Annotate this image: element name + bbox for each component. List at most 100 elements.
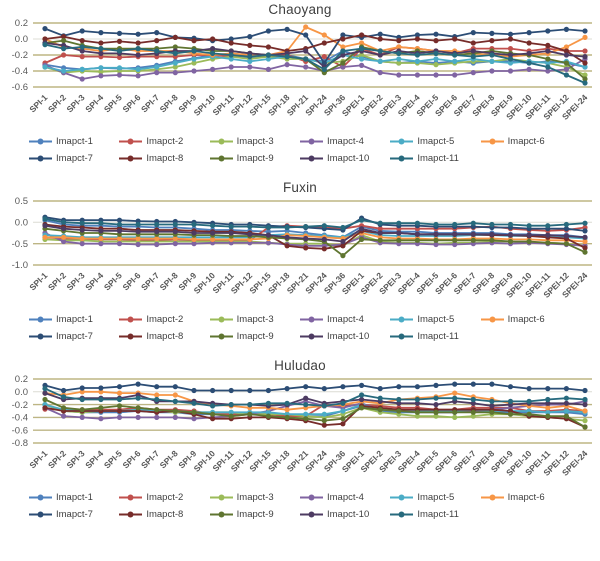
- data-point: [470, 400, 476, 406]
- data-point: [79, 220, 85, 226]
- data-point: [582, 424, 588, 430]
- data-point: [470, 54, 476, 60]
- legend-item-imapct-9: Imapct-9: [209, 151, 299, 165]
- data-point: [154, 235, 160, 242]
- data-point: [433, 231, 439, 237]
- data-point: [79, 44, 85, 50]
- data-point: [396, 230, 402, 236]
- chart-block-huludao: Huludao 0.2 0.0 -0.2 -0.4 -0.6 -0.8 SPI-1 SPI-2…: [0, 358, 600, 521]
- data-point: [210, 46, 216, 52]
- data-point: [135, 414, 141, 420]
- data-point: [396, 44, 402, 50]
- x-tick-label: SPI-8: [158, 448, 180, 470]
- legend-marker-icon: [390, 138, 414, 144]
- data-point: [396, 72, 402, 78]
- data-point: [79, 241, 85, 247]
- fuxin-chart-svg: 0.50.0-0.5-1.0SPI-1SPI-2SPI-3SPI-4SPI-5S…: [12, 196, 592, 300]
- data-point: [414, 231, 420, 237]
- data-point: [61, 234, 67, 240]
- legend-marker-icon: [209, 138, 233, 144]
- data-point: [489, 30, 495, 36]
- y-axis-labels: 0.2 0.0 -0.2 -0.4-0.6 -0.8: [12, 374, 28, 449]
- legend-item-imapct-11: Imapct-11: [389, 151, 479, 165]
- data-point: [79, 396, 85, 403]
- legend-label: Imapct-11: [417, 330, 459, 342]
- legend-item-imapct-5: Imapct-5: [389, 490, 479, 504]
- data-point: [433, 382, 439, 388]
- data-point: [582, 249, 588, 255]
- x-tick-label: SPI-1: [27, 270, 49, 292]
- data-point: [154, 396, 160, 403]
- data-point: [377, 36, 383, 42]
- legend-marker-icon: [29, 138, 52, 144]
- x-tick-label: SPI-3: [65, 448, 87, 470]
- data-point: [582, 28, 588, 34]
- data-point: [563, 226, 570, 232]
- data-point: [321, 60, 327, 66]
- data-point: [545, 396, 551, 403]
- data-point: [61, 413, 67, 419]
- data-point: [545, 223, 551, 229]
- legend-item-imapct-10: Imapct-10: [299, 151, 389, 165]
- legend-marker-icon: [300, 155, 323, 161]
- data-point: [359, 217, 365, 223]
- data-point: [452, 414, 458, 420]
- chart-title-fuxin: Fuxin: [282, 180, 317, 195]
- data-point: [79, 227, 85, 233]
- data-point: [116, 414, 123, 420]
- data-point: [303, 24, 309, 30]
- data-point: [191, 416, 197, 422]
- data-point: [414, 413, 420, 419]
- data-point: [377, 407, 383, 413]
- data-point: [135, 405, 141, 411]
- data-point: [98, 40, 104, 46]
- data-point: [247, 42, 253, 48]
- data-point: [582, 408, 588, 414]
- data-point: [61, 38, 67, 44]
- data-point: [377, 230, 383, 236]
- data-point: [154, 30, 160, 36]
- y-tick-label: 0.0: [15, 34, 28, 45]
- data-point: [545, 409, 551, 415]
- data-point: [377, 395, 383, 401]
- data-point: [228, 56, 234, 62]
- data-point: [98, 220, 104, 226]
- data-point: [135, 66, 141, 72]
- data-point: [507, 238, 514, 245]
- data-point: [61, 219, 67, 225]
- x-tick-label: SPI-6: [120, 448, 142, 470]
- data-point: [321, 40, 327, 46]
- data-point: [321, 246, 327, 252]
- legend-item-imapct-10: Imapct-10: [299, 507, 389, 521]
- data-point: [98, 50, 104, 57]
- data-point: [61, 34, 67, 40]
- data-point: [340, 60, 346, 66]
- data-point: [79, 235, 85, 242]
- data-point: [414, 400, 420, 406]
- legend-marker-icon: [209, 316, 233, 322]
- data-point: [284, 54, 290, 60]
- data-point: [172, 50, 178, 57]
- data-point: [303, 402, 309, 408]
- data-point: [116, 72, 123, 78]
- data-point: [359, 405, 365, 411]
- data-point: [79, 385, 85, 391]
- data-point: [172, 60, 178, 66]
- data-point: [116, 65, 123, 71]
- data-point: [507, 68, 514, 74]
- data-point: [582, 64, 588, 70]
- huludao-legend: Imapct-1 Imapct-2 Imapct-3 Imapct-4 Imapct-5…: [0, 488, 600, 521]
- data-point: [452, 241, 458, 248]
- data-point: [433, 56, 439, 62]
- data-point: [377, 52, 383, 58]
- x-tick-label: SPI-5: [102, 448, 124, 470]
- data-point: [228, 402, 234, 408]
- data-point: [563, 52, 570, 58]
- data-point: [265, 66, 271, 72]
- data-point: [507, 221, 514, 228]
- data-point: [582, 245, 588, 251]
- legend-label: Imapct-2: [146, 135, 184, 147]
- data-point: [452, 36, 458, 42]
- data-point: [303, 235, 309, 242]
- data-point: [414, 396, 420, 403]
